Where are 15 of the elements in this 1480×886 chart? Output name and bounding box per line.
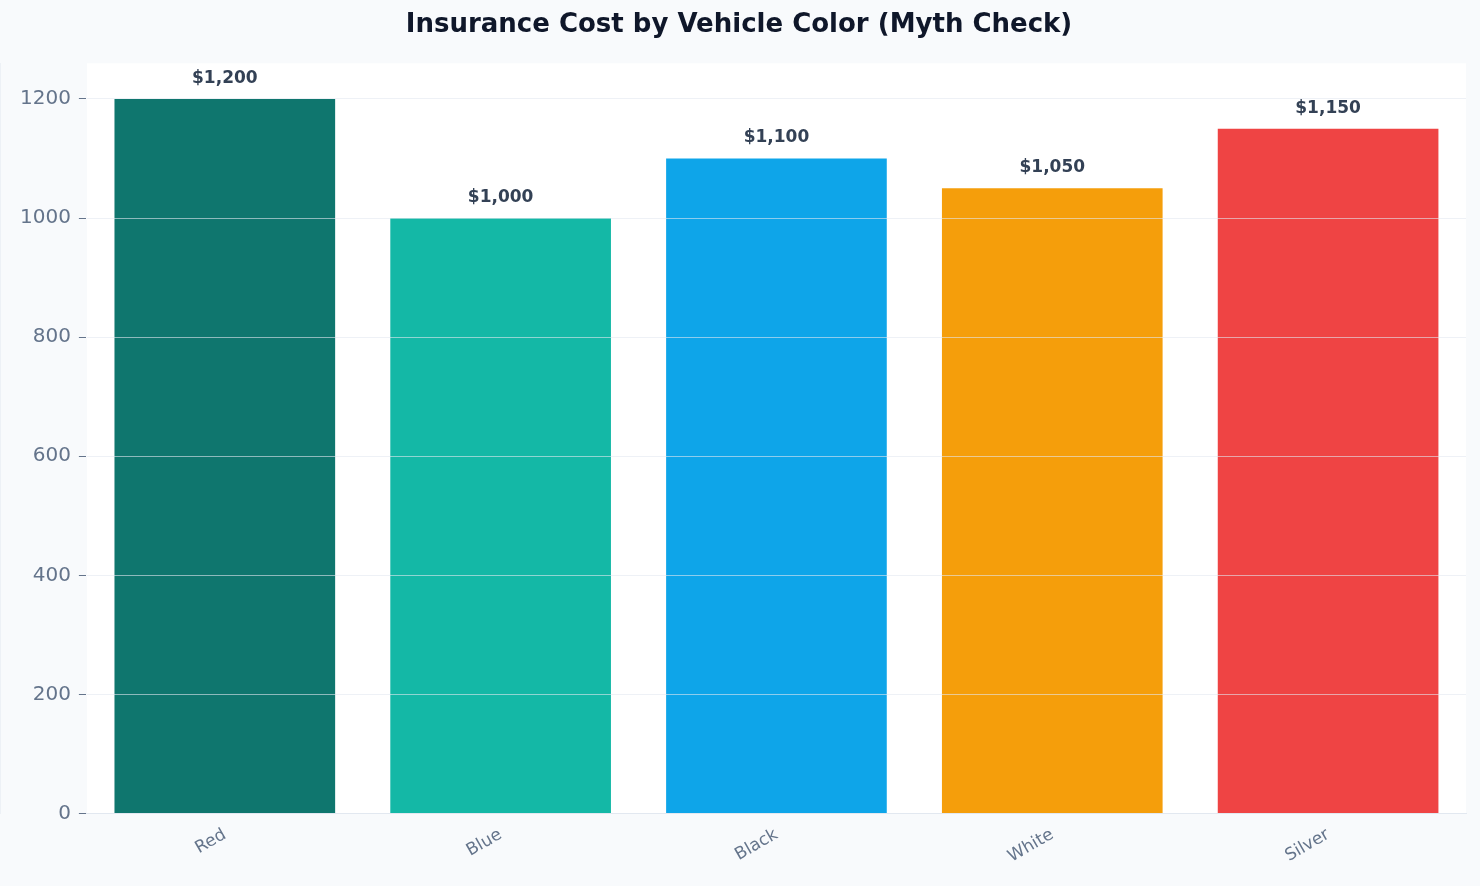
data-label: $1,100	[743, 126, 810, 147]
y-tick-label: 400	[32, 561, 71, 586]
y-tick-label: 0	[58, 799, 71, 824]
x-tick-label: Blue	[462, 823, 505, 860]
y-tick-label: 600	[32, 442, 71, 467]
chart-title: Insurance Cost by Vehicle Color (Myth Check)	[405, 8, 1073, 39]
x-tick-label: Red	[191, 823, 230, 857]
data-label: $1,000	[467, 185, 534, 206]
y-tick-label: 800	[32, 323, 71, 348]
y-tick-label: 200	[32, 680, 71, 705]
data-label: $1,050	[1019, 156, 1086, 177]
y-tick-label: 1200	[19, 85, 71, 110]
data-label: $1,150	[1295, 96, 1362, 117]
y-tick-label: 1000	[19, 204, 71, 229]
data-label: $1,200	[192, 66, 258, 87]
